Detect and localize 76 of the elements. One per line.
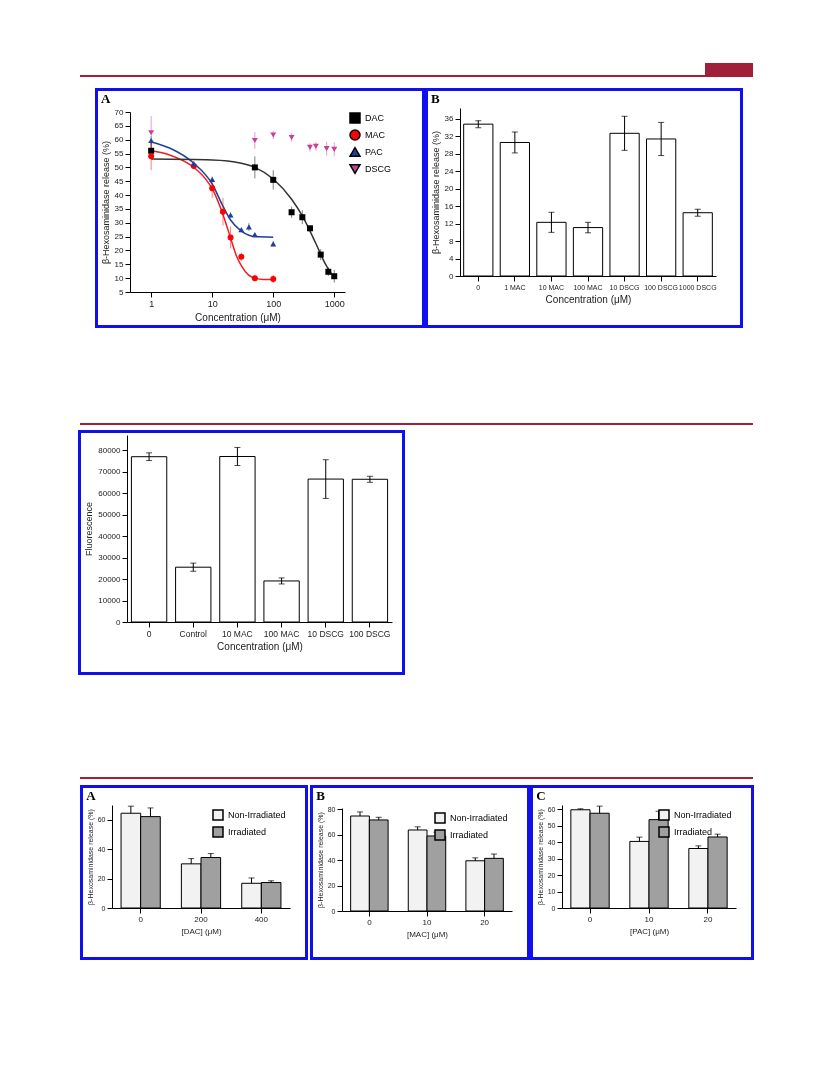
x-tick-label: 0 [587, 914, 593, 924]
y-tick-label: 12 [444, 219, 455, 229]
x-axis-title: Concentration (μM) [195, 311, 281, 323]
x-tick-label: 10 DSCG [307, 628, 344, 639]
y-tick-label: 50 [114, 162, 125, 172]
y-axis-title: Fluorescence [84, 501, 95, 557]
y-tick-label: 25 [114, 232, 125, 242]
y-tick-label: 20 [114, 245, 125, 255]
chart-title: C [536, 788, 546, 803]
x-axis-title: Concentration (μM) [217, 641, 303, 652]
x-axis-title: Concentration (μM) [545, 293, 632, 305]
x-tick-label: 10 [207, 298, 218, 309]
y-tick-label: 55 [114, 149, 125, 159]
y-tick-label: 60000 [98, 488, 122, 498]
legend-label: PAC [365, 147, 384, 157]
y-tick-label: 15 [114, 259, 125, 269]
x-tick-label: 1 [149, 298, 155, 309]
y-tick-label: 40 [114, 190, 125, 200]
y-tick-label: 10 [114, 273, 125, 283]
legend-label: DSCG [365, 164, 392, 174]
legend-label: Irradiated [674, 827, 713, 837]
x-axis-title: [DAC] (μM) [181, 926, 222, 936]
x-tick-label: 0 [146, 628, 152, 639]
y-tick-label: 8 [449, 236, 455, 246]
y-tick-label: 5 [119, 287, 125, 297]
y-tick-label: 20 [444, 184, 455, 194]
y-tick-label: 45 [114, 176, 125, 186]
x-tick-label: 20 [703, 914, 713, 924]
chart-title: A [86, 788, 97, 803]
x-tick-label: 0 [367, 917, 373, 927]
chart-title: A [101, 91, 112, 106]
chart-title: B [431, 91, 441, 106]
x-tick-label: 1000 [324, 298, 345, 309]
y-tick-label: 20000 [98, 574, 122, 584]
y-tick-label: 70 [114, 107, 125, 117]
y-tick-label: 36 [444, 114, 455, 124]
y-axis-title: β-Hexosaminidase release (%) [100, 140, 111, 265]
legend-label: Non-Irradiated [228, 810, 286, 820]
y-tick-label: 16 [444, 201, 455, 211]
legend-label: Irradiated [450, 830, 489, 840]
y-tick-label: 65 [114, 121, 125, 131]
legend-label: Non-Irradiated [674, 810, 732, 820]
x-tick-label: 0 [138, 914, 144, 924]
y-tick-label: 32 [444, 131, 455, 141]
x-tick-label: 100 [266, 298, 282, 309]
y-tick-label: 0 [116, 617, 122, 627]
x-tick-label: 10 MAC [222, 628, 253, 639]
y-axis-title: β-Hexosaminidase release (%) [430, 130, 441, 255]
y-tick-label: 0 [449, 271, 455, 281]
x-tick-label: 200 [194, 914, 209, 924]
y-tick-label: 50000 [98, 510, 122, 520]
y-tick-label: 35 [114, 204, 125, 214]
y-tick-label: 10000 [98, 596, 122, 606]
y-tick-label: 40000 [98, 531, 122, 541]
x-axis-title: [PAC] (μM) [629, 926, 670, 936]
x-tick-label: 10 [644, 914, 654, 924]
legend-label: Irradiated [228, 827, 267, 837]
y-tick-label: 4 [449, 254, 455, 264]
x-tick-label: Control [179, 628, 208, 639]
legend-label: DAC [365, 113, 385, 123]
y-tick-label: 30 [114, 218, 125, 228]
x-tick-label: 20 [480, 917, 490, 927]
y-tick-label: 60 [114, 135, 125, 145]
legend-label: MAC [365, 130, 386, 140]
y-tick-label: 28 [444, 149, 455, 159]
x-tick-label: 100 DSCG [349, 628, 391, 639]
x-tick-label: 10 [422, 917, 432, 927]
y-tick-label: 70000 [98, 467, 122, 477]
chart-title: B [316, 788, 326, 804]
legend-label: Non-Irradiated [450, 813, 508, 823]
y-tick-label: 30000 [98, 553, 122, 563]
y-tick-label: 24 [444, 166, 455, 176]
x-axis-title: [MAC] (μM) [406, 929, 449, 939]
y-tick-label: 80000 [98, 445, 122, 455]
x-tick-label: 100 MAC [263, 628, 300, 639]
x-tick-label: 400 [254, 914, 269, 924]
